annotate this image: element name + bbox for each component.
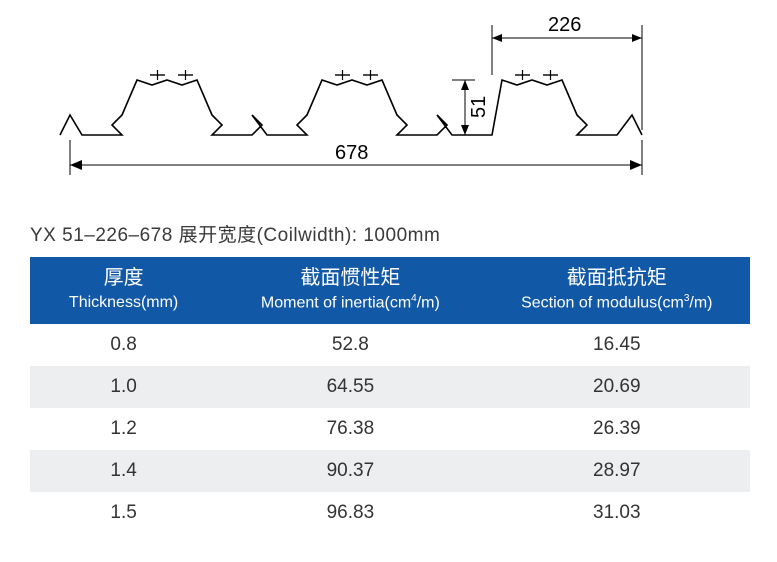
table-cell: 1.5 <box>30 492 217 534</box>
table-row: 1.490.3728.97 <box>30 450 750 492</box>
profile-svg <box>30 20 730 190</box>
table-row: 0.852.816.45 <box>30 324 750 366</box>
rib-tick-marks <box>150 70 558 80</box>
table-cell: 31.03 <box>484 492 750 534</box>
dim-height-label: 51 <box>468 96 491 118</box>
table-cell: 0.8 <box>30 324 217 366</box>
table-cell: 1.4 <box>30 450 217 492</box>
table-cell: 28.97 <box>484 450 750 492</box>
spec-table: 厚度Thickness(mm)截面惯性矩Moment of inertia(cm… <box>30 257 750 534</box>
col-header-1: 截面惯性矩Moment of inertia(cm4/m) <box>217 257 483 324</box>
dim-total-label: 678 <box>335 142 368 165</box>
table-cell: 90.37 <box>217 450 483 492</box>
col-header-en: Section of modulus(cm3/m) <box>488 292 746 314</box>
table-cell: 76.38 <box>217 408 483 450</box>
col-header-2: 截面抵抗矩Section of modulus(cm3/m) <box>484 257 750 324</box>
table-row: 1.064.5520.69 <box>30 366 750 408</box>
table-cell: 1.0 <box>30 366 217 408</box>
dim-pitch <box>492 25 642 130</box>
spec-table-head: 厚度Thickness(mm)截面惯性矩Moment of inertia(cm… <box>30 257 750 324</box>
dim-pitch-label: 226 <box>548 14 581 37</box>
spec-caption: YX 51–226–678 展开宽度(Coilwidth): 1000mm <box>30 220 747 247</box>
table-cell: 20.69 <box>484 366 750 408</box>
col-header-cn: 厚度 <box>34 265 213 292</box>
col-header-cn: 截面惯性矩 <box>221 265 479 292</box>
table-row: 1.276.3826.39 <box>30 408 750 450</box>
profile-diagram: 226 51 678 <box>30 20 730 190</box>
table-cell: 26.39 <box>484 408 750 450</box>
col-header-en: Moment of inertia(cm4/m) <box>221 292 479 314</box>
table-row: 1.596.8331.03 <box>30 492 750 534</box>
deck-profile-path <box>60 80 642 135</box>
col-header-0: 厚度Thickness(mm) <box>30 257 217 324</box>
spec-table-body: 0.852.816.451.064.5520.691.276.3826.391.… <box>30 324 750 534</box>
table-cell: 64.55 <box>217 366 483 408</box>
table-cell: 52.8 <box>217 324 483 366</box>
col-header-cn: 截面抵抗矩 <box>488 265 746 292</box>
table-cell: 1.2 <box>30 408 217 450</box>
table-cell: 96.83 <box>217 492 483 534</box>
table-cell: 16.45 <box>484 324 750 366</box>
col-header-en: Thickness(mm) <box>34 292 213 314</box>
